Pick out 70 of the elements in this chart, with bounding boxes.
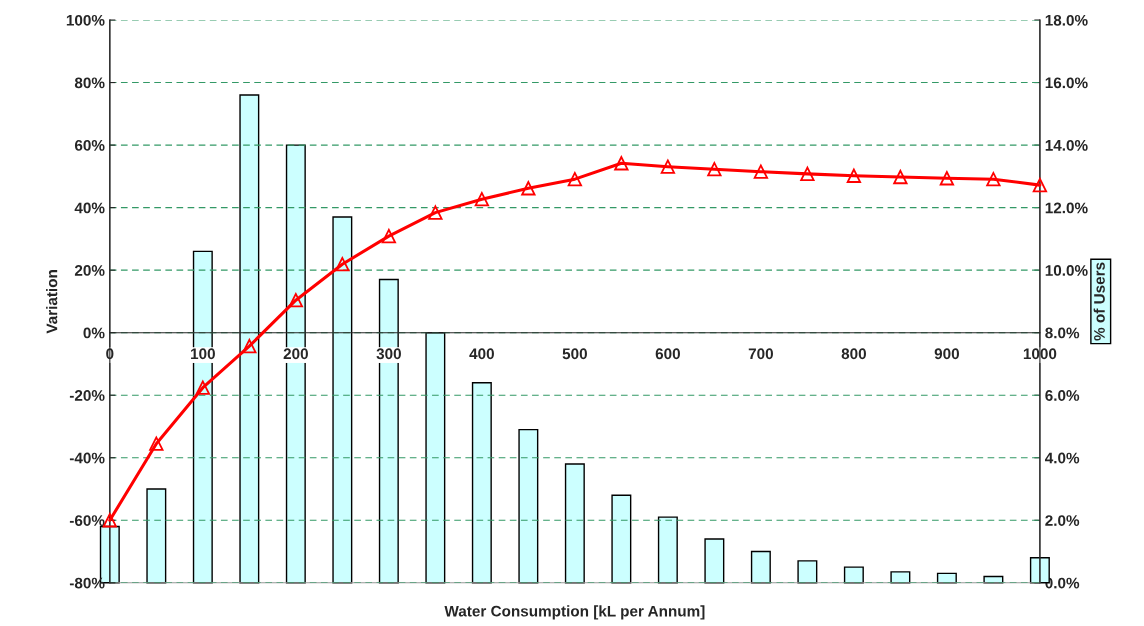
point bbox=[567, 172, 583, 187]
y-tick-label: -60% bbox=[69, 515, 105, 526]
y-tick-label: -20% bbox=[69, 390, 105, 401]
bar bbox=[146, 488, 167, 584]
bar bbox=[890, 571, 911, 584]
point bbox=[614, 156, 629, 171]
x-tick-label: 500 bbox=[562, 348, 587, 360]
bar bbox=[936, 572, 957, 584]
x-tick-label: 300 bbox=[376, 348, 401, 360]
y-tick-label: -80% bbox=[69, 577, 105, 589]
bar bbox=[518, 428, 539, 584]
point bbox=[381, 228, 397, 244]
bar bbox=[471, 382, 492, 584]
bar bbox=[611, 494, 632, 584]
y2-tick-label: 6.0% bbox=[1045, 390, 1080, 401]
y2-tick-label: 10.0% bbox=[1045, 265, 1088, 276]
point bbox=[1032, 177, 1048, 193]
point bbox=[939, 171, 955, 186]
x-tick-label: 100 bbox=[191, 348, 215, 360]
point bbox=[335, 257, 350, 272]
y2-tick-label: 4.0% bbox=[1044, 452, 1080, 464]
x-axis-title: Water Consumption [kL per Annum] bbox=[444, 605, 705, 620]
point bbox=[986, 172, 1001, 187]
y2-tick-label: 12.0% bbox=[1045, 202, 1088, 214]
bar bbox=[797, 560, 818, 584]
y2-tick-label: 14.0% bbox=[1045, 139, 1088, 151]
point bbox=[707, 162, 722, 177]
y2-tick-label: 8.0% bbox=[1045, 327, 1080, 339]
point bbox=[428, 205, 443, 220]
x-tick-label: 600 bbox=[655, 348, 680, 360]
x-tick-label: 400 bbox=[469, 348, 494, 360]
bar bbox=[425, 331, 446, 584]
point bbox=[242, 338, 257, 354]
point bbox=[521, 181, 536, 196]
bar bbox=[332, 216, 353, 584]
bar bbox=[239, 94, 260, 584]
y-tick-label: 0% bbox=[83, 327, 105, 339]
bar bbox=[285, 144, 306, 584]
bar bbox=[843, 566, 864, 584]
y-tick-label: 80% bbox=[74, 77, 105, 89]
y-tick-label: -40% bbox=[69, 452, 105, 464]
point bbox=[195, 380, 210, 395]
point bbox=[893, 169, 908, 185]
y-tick-label: 40% bbox=[74, 202, 105, 214]
x-tick-label: 700 bbox=[748, 348, 773, 360]
y-axis-title: Variation bbox=[46, 270, 58, 334]
x-tick-label: 900 bbox=[934, 348, 960, 360]
bar bbox=[192, 250, 213, 584]
point bbox=[753, 164, 769, 179]
bar bbox=[657, 516, 678, 584]
point bbox=[474, 192, 490, 207]
y-tick-label: 20% bbox=[74, 265, 105, 276]
x-tick-label: 200 bbox=[283, 348, 308, 360]
point bbox=[800, 166, 815, 182]
x-tick-label: 800 bbox=[841, 348, 866, 360]
y2-tick-label: 16.0% bbox=[1045, 77, 1088, 89]
bar bbox=[983, 575, 1004, 584]
point bbox=[660, 159, 676, 174]
bar bbox=[704, 538, 725, 584]
bar bbox=[378, 278, 399, 584]
y2-axis-title: % of Users bbox=[1093, 262, 1105, 341]
bar bbox=[750, 550, 771, 584]
point bbox=[149, 436, 164, 451]
y2-tick-label: 2.0% bbox=[1045, 515, 1080, 526]
y2-tick-label: 18.0% bbox=[1045, 14, 1088, 26]
point bbox=[288, 293, 303, 308]
bar bbox=[564, 463, 585, 584]
y-tick-label: 100% bbox=[66, 14, 105, 26]
point bbox=[846, 168, 862, 183]
y-tick-label: 60% bbox=[74, 139, 105, 151]
